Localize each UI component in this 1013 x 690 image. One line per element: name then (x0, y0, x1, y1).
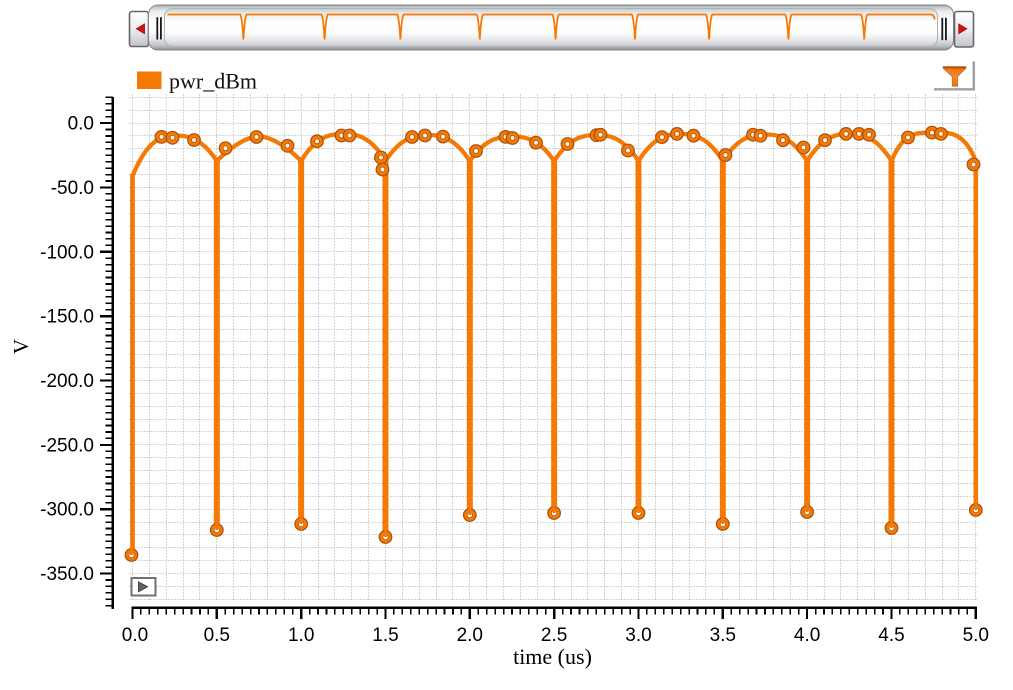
svg-text:1.5: 1.5 (372, 625, 398, 646)
svg-text:time (us): time (us) (513, 644, 592, 669)
svg-text:1.0: 1.0 (288, 625, 314, 646)
svg-text:4.0: 4.0 (794, 625, 820, 646)
svg-text:3.5: 3.5 (710, 625, 736, 646)
svg-text:-50.0: -50.0 (51, 178, 94, 199)
svg-text:2.5: 2.5 (541, 625, 567, 646)
svg-text:2.0: 2.0 (457, 625, 483, 646)
svg-text:-200.0: -200.0 (40, 371, 94, 392)
svg-text:-350.0: -350.0 (40, 564, 94, 585)
svg-text:0.0: 0.0 (122, 625, 148, 646)
svg-text:-100.0: -100.0 (40, 242, 94, 263)
svg-text:V: V (9, 339, 33, 354)
svg-text:0.0: 0.0 (68, 114, 94, 135)
svg-text:pwr_dBm: pwr_dBm (169, 68, 257, 93)
svg-text:0.5: 0.5 (204, 625, 230, 646)
svg-text:3.0: 3.0 (625, 625, 651, 646)
svg-text:-150.0: -150.0 (40, 307, 94, 328)
svg-text:5.0: 5.0 (963, 625, 989, 646)
svg-text:4.5: 4.5 (878, 625, 904, 646)
svg-text:-300.0: -300.0 (40, 500, 94, 521)
svg-text:-250.0: -250.0 (40, 435, 94, 456)
